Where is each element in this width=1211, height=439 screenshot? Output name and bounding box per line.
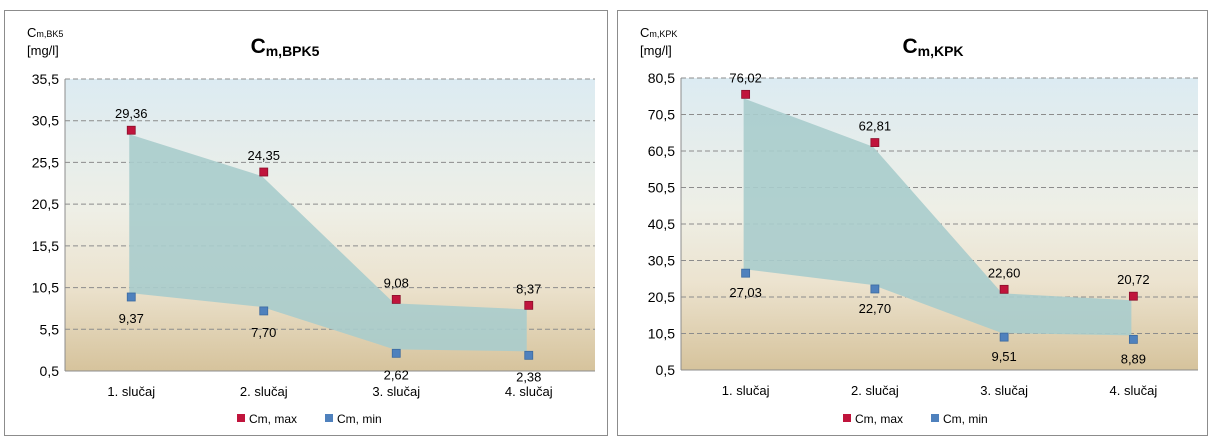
y-tick-label: 20,5 [32, 196, 59, 212]
x-tick-label: 4. slučaj [505, 384, 553, 399]
min-data-label: 8,89 [1121, 351, 1146, 366]
chart-title: Cm,BPK5 [251, 35, 320, 59]
y-tick-label: 40,5 [648, 216, 675, 232]
legend-label-max: Cm, max [249, 412, 297, 426]
y-tick-label: 50,5 [648, 180, 675, 196]
legend-swatch-max [843, 414, 851, 422]
min-point-2 [870, 284, 880, 294]
y-tick-label: 20,5 [648, 289, 675, 305]
max-point-2 [259, 167, 269, 177]
legend-label-max: Cm, max [855, 412, 903, 426]
y-axis-label-sub: m,BK5 [36, 29, 63, 39]
legend-label-min: Cm, min [943, 412, 988, 426]
min-data-label: 7,70 [251, 325, 276, 340]
max-data-label: 24,35 [247, 148, 280, 163]
range-band [129, 134, 527, 352]
min-data-label: 2,38 [516, 369, 541, 384]
legend-swatch-min [325, 414, 333, 422]
y-axis-unit: [mg/l] [27, 43, 59, 58]
x-tick-label: 1. slučaj [722, 383, 770, 398]
max-point-3 [391, 295, 401, 304]
y-tick-label: 0,5 [656, 362, 676, 378]
x-tick-label: 2. slučaj [851, 383, 899, 398]
max-point-1 [741, 89, 751, 99]
chart-panel-bpk5: 0,5 5,5 10,5 15,5 20,5 25,5 30,5 35,5 1. slučaj 2… [4, 10, 608, 436]
max-data-label: 76,02 [729, 70, 762, 85]
y-tick-label: 80,5 [648, 70, 675, 86]
legend-swatch-max [237, 414, 245, 422]
chart-panel-kpk: 0,5 10,5 20,5 30,5 40,5 50,5 60,5 70,5 80,5 1. sl… [617, 10, 1208, 436]
y-tick-label: 5,5 [40, 321, 60, 337]
y-tick-label: 35,5 [32, 71, 59, 87]
min-point-2 [259, 306, 269, 316]
max-point-4 [524, 300, 534, 310]
max-point-4 [1128, 291, 1138, 301]
y-tick-label: 60,5 [648, 143, 675, 159]
max-data-label: 62,81 [859, 119, 892, 134]
max-point-3 [999, 284, 1009, 294]
min-data-label: 9,51 [991, 349, 1016, 364]
max-data-label: 8,37 [516, 281, 541, 296]
y-axis-label-main: C [27, 25, 36, 40]
max-data-label: 20,72 [1117, 272, 1150, 287]
min-point-1 [741, 268, 751, 278]
min-point-4 [524, 350, 534, 360]
y-axis-label: Cm,BK5 [27, 25, 63, 40]
min-point-3 [999, 332, 1009, 342]
max-data-label: 9,08 [384, 275, 409, 290]
legend-swatch-min [931, 414, 939, 422]
max-point-2 [870, 138, 880, 147]
x-tick-label: 1. slučaj [107, 384, 155, 399]
y-tick-label: 30,5 [648, 253, 675, 269]
chart-bpk5: 0,5 5,5 10,5 15,5 20,5 25,5 30,5 35,5 1. slučaj 2… [27, 25, 595, 426]
y-tick-label: 70,5 [648, 107, 675, 123]
range-band [743, 98, 1132, 336]
min-data-label: 9,37 [119, 311, 144, 326]
chart-kpk: 0,5 10,5 20,5 30,5 40,5 50,5 60,5 70,5 80,5 1. sl… [640, 25, 1198, 426]
chart-title-main: C [902, 35, 917, 58]
y-axis-label-sub: m,KPK [649, 29, 677, 39]
x-tick-label: 4. slučaj [1110, 383, 1158, 398]
y-tick-label: 25,5 [32, 154, 59, 170]
max-point-1 [126, 125, 136, 135]
chart-title: Cm,KPK [902, 35, 963, 59]
min-point-4 [1128, 334, 1138, 344]
x-tick-label: 3. slučaj [372, 384, 420, 399]
min-point-3 [391, 348, 401, 358]
y-tick-label: 15,5 [32, 238, 59, 254]
y-tick-label: 10,5 [32, 280, 59, 296]
chart-title-sub: m,KPK [918, 43, 964, 59]
min-data-label: 22,70 [859, 301, 892, 316]
min-data-label: 27,03 [729, 285, 762, 300]
y-tick-label: 10,5 [648, 326, 675, 342]
max-data-label: 29,36 [115, 106, 148, 121]
legend-label-min: Cm, min [337, 412, 382, 426]
y-axis-label-main: C [640, 25, 649, 40]
x-tick-label: 3. slučaj [980, 383, 1028, 398]
y-axis-unit: [mg/l] [640, 43, 672, 58]
y-tick-label: 0,5 [40, 363, 60, 379]
y-tick-label: 30,5 [32, 113, 59, 129]
chart-title-sub: m,BPK5 [266, 43, 320, 59]
y-axis-label: Cm,KPK [640, 25, 677, 40]
max-data-label: 22,60 [988, 265, 1021, 280]
chart-title-main: C [251, 35, 266, 58]
min-data-label: 2,62 [384, 367, 409, 382]
min-point-1 [126, 292, 136, 302]
x-tick-label: 2. slučaj [240, 384, 288, 399]
